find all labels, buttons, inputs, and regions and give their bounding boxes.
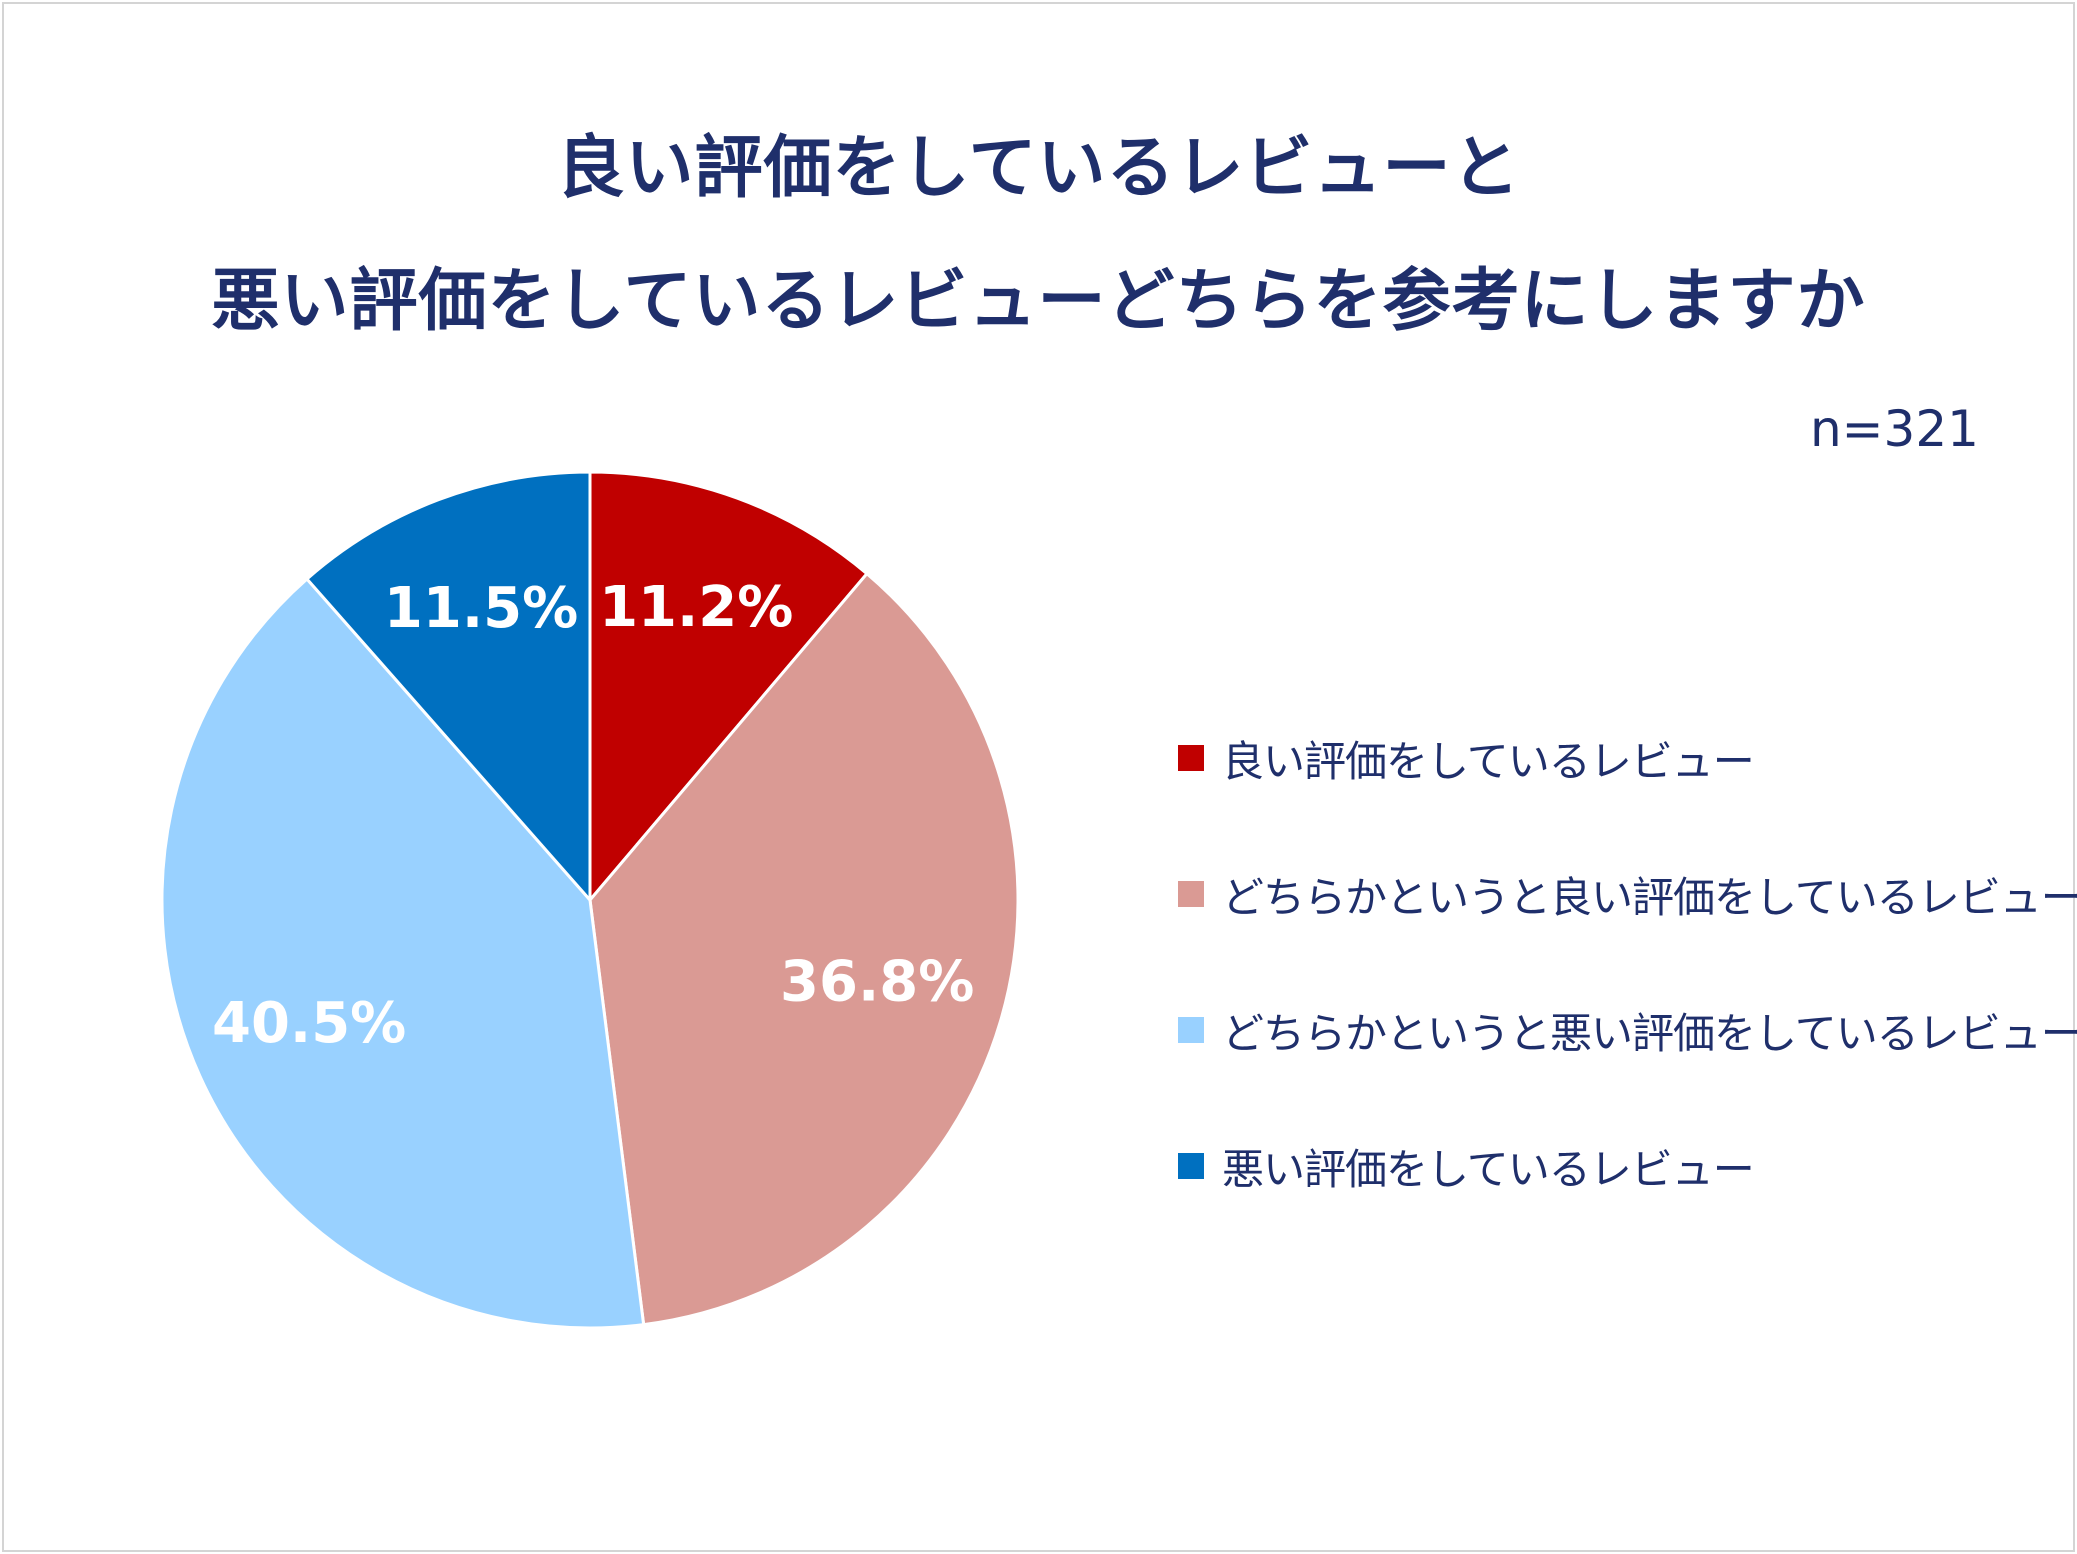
- pie-slice-3: [160, 576, 646, 1330]
- legend-swatch-3: [1178, 1017, 1204, 1043]
- legend-swatch-1: [1178, 745, 1204, 771]
- legend-label-1: 良い評価をしているレビュー: [1222, 736, 1755, 786]
- pie-slice-1: [588, 470, 870, 905]
- legend-item-2: どちらかというと良い評価をしているレビュー: [1178, 826, 2077, 962]
- legend-swatch-2: [1178, 881, 1204, 907]
- legend-label-2: どちらかというと良い評価をしているレビュー: [1222, 872, 2077, 922]
- data-label-4: 11.5%: [384, 576, 578, 641]
- legend: 良い評価をしているレビューどちらかというと良い評価をしているレビュー どちらかとい…: [1178, 690, 2077, 1234]
- legend-item-1: 良い評価をしているレビュー: [1178, 690, 2077, 826]
- legend-item-4: 悪い評価をしているレビュー: [1178, 1098, 2077, 1234]
- chart-title: 良い評価をしているレビューと: [556, 129, 1521, 208]
- legend-label-4: 悪い評価をしているレビュー: [1222, 1144, 1755, 1194]
- legend-label-3: どちらかというと悪い評価をしているレビュー: [1222, 1008, 2077, 1058]
- data-label-3: 40.5%: [212, 991, 406, 1056]
- chart-subtitle: 悪い評価をしているレビューどちらを参考にしますか: [211, 262, 1866, 341]
- data-label-2: 36.8%: [780, 950, 974, 1015]
- legend-item-3: どちらかというと悪い評価をしているレビュー: [1178, 962, 2077, 1098]
- sample-size-note: n=321: [1809, 400, 1979, 458]
- legend-swatch-4: [1178, 1153, 1204, 1179]
- pie-slice-2: [588, 571, 1020, 1327]
- pie-slice-4: [304, 470, 592, 904]
- data-label-1: 11.2%: [599, 575, 793, 640]
- pie-slices: [160, 470, 1020, 1330]
- pie-data-labels: 11.2% 36.8% 40.5% 11.5%: [212, 575, 974, 1056]
